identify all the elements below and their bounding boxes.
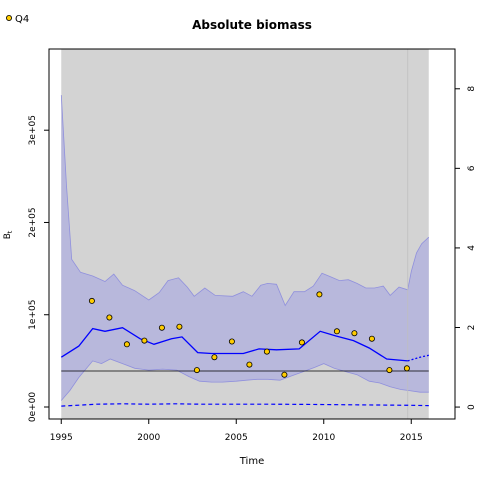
q4-point [333,328,340,335]
y-tick-label: 1e+05 [28,300,38,330]
q4-point [351,330,358,337]
y-axis-label-sub: t [7,230,14,233]
q4-point [316,291,323,298]
y-tick-label: 3e+05 [28,115,38,145]
legend-label-q4: Q4 [15,14,29,25]
q4-point [211,354,218,361]
q4-point [176,323,183,330]
lower-dashed-line [61,403,429,407]
q4-point [158,324,165,331]
q4-point [281,371,288,378]
plot-area [60,49,430,419]
chart-title: Absolute biomass [192,18,312,32]
y-axis: 0e+00 1e+05 2e+05 3e+05 [28,115,49,422]
y-axis-label-main: B [3,233,13,239]
y-tick-label: 0e+00 [28,392,38,423]
q4-point [403,365,410,372]
legend-marker-q4 [6,14,12,21]
q4-point [88,297,95,304]
q4-point [368,335,375,342]
y2-tick-label: 6 [467,165,477,171]
y2-tick-label: 2 [467,325,477,331]
x-tick-label: 2005 [225,433,248,443]
q4-points [88,291,410,378]
confidence-band-upper-edge [60,95,430,307]
y2-tick-label: 4 [467,245,477,251]
y2-axis: 0 2 4 6 8 [455,86,477,410]
prediction-line [407,354,429,362]
y2-tick-label: 0 [467,404,477,410]
y-axis-label: Bt [3,230,14,239]
q4-point [106,314,113,321]
q4-point [298,339,305,346]
q4-point [141,337,148,344]
x-tick-label: 2015 [400,433,423,443]
median-biomass-line [60,327,408,362]
x-tick-label: 1995 [50,433,73,443]
legend: Q4 [6,14,29,25]
x-axis: 1995 2000 2005 2010 2015 [50,418,423,443]
q4-point [193,367,200,374]
x-tick-label: 2010 [312,433,335,443]
y2-tick-label: 8 [467,86,477,92]
y-tick-label: 2e+05 [28,207,38,237]
q4-point [123,341,130,348]
confidence-band-lower-edge [60,358,429,401]
q4-point [228,338,235,345]
x-tick-label: 2000 [137,433,160,443]
x-axis-label: Time [239,456,264,467]
confidence-band [61,95,429,401]
q4-point [386,367,393,374]
q4-point [246,361,253,368]
q4-point [263,348,270,355]
